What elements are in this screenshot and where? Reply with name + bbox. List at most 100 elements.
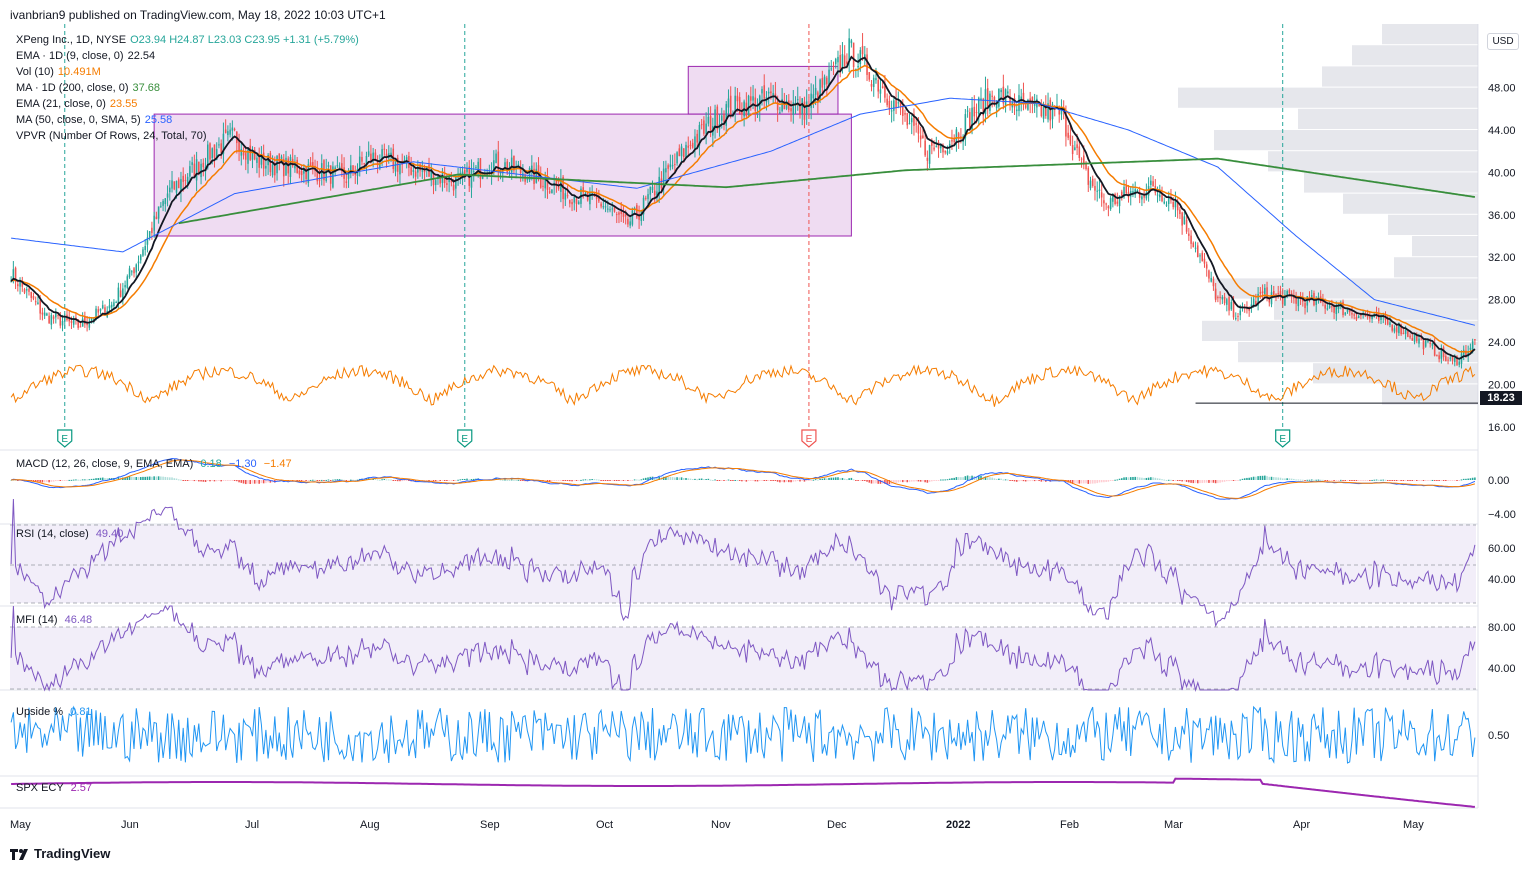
macd-histogram-bar	[830, 477, 833, 480]
macd-histogram-bar	[745, 480, 748, 482]
macd-histogram-bar	[680, 477, 683, 480]
candle-body	[1230, 302, 1233, 310]
candle-body	[995, 102, 998, 109]
macd-histogram-bar	[834, 477, 837, 480]
macd-histogram-bar	[1074, 480, 1076, 484]
macd-histogram-bar	[162, 476, 164, 480]
macd-histogram-bar	[34, 480, 37, 482]
candle-body	[10, 281, 12, 283]
candle-body	[164, 198, 167, 205]
candle-body	[1469, 347, 1472, 350]
candle-body	[1411, 338, 1414, 341]
macd-histogram-bar	[1382, 479, 1385, 481]
macd-tick-label: −4.00	[1488, 509, 1516, 521]
candle-body	[28, 288, 30, 292]
candle-body	[347, 170, 350, 179]
macd-histogram-bar	[566, 480, 569, 481]
macd-histogram-bar	[573, 480, 576, 481]
candle-body	[1138, 191, 1141, 198]
candle-body	[772, 93, 774, 96]
macd-histogram-bar	[1136, 476, 1139, 480]
macd-histogram-bar	[260, 480, 263, 484]
candle-body	[1000, 89, 1002, 93]
macd-histogram-bar	[1020, 480, 1023, 482]
macd-histogram-bar	[1071, 480, 1074, 484]
earnings-marker-label: E	[806, 434, 813, 445]
macd-histogram-bar	[298, 480, 301, 481]
macd-histogram-bar	[821, 478, 824, 480]
candle-body	[781, 98, 783, 112]
candle-body	[25, 289, 28, 291]
candle-body	[1085, 163, 1087, 169]
candle-body	[180, 179, 182, 192]
macd-histogram-bar	[95, 478, 97, 480]
candle-body	[1324, 304, 1326, 309]
candle-body	[1449, 357, 1452, 359]
candle-body	[776, 101, 779, 111]
macd-histogram-bar	[182, 480, 184, 481]
macd-histogram-bar	[828, 477, 830, 480]
candle-body	[964, 114, 967, 139]
price-tick-label: 32.00	[1488, 252, 1516, 264]
macd-histogram-bar	[1045, 480, 1047, 482]
spx-label: SPX ECY	[16, 782, 64, 794]
macd-histogram-bar	[1033, 480, 1036, 482]
macd-histogram-bar	[240, 480, 243, 483]
macd-histogram-bar	[752, 480, 754, 481]
macd-histogram-bar	[1402, 480, 1405, 481]
candle-body	[694, 136, 696, 151]
candle-body	[162, 200, 164, 206]
candle-body	[1340, 303, 1342, 305]
currency-button[interactable]: USD	[1487, 33, 1519, 50]
macd-histogram-bar	[1431, 479, 1434, 481]
macd-histogram-bar	[788, 480, 790, 483]
macd-histogram-bar	[586, 479, 589, 481]
macd-histogram-bar	[908, 480, 911, 483]
price-tick-label: 44.00	[1488, 125, 1516, 137]
macd-histogram-bar	[569, 480, 571, 482]
candle-body	[667, 165, 669, 169]
macd-histogram-bar	[1234, 480, 1237, 481]
vpvr-row	[1412, 236, 1478, 257]
candle-body	[34, 301, 37, 303]
candle-body	[260, 154, 263, 165]
macd-histogram-bar	[229, 480, 231, 481]
macd-histogram-bar	[90, 478, 93, 480]
candle-body	[361, 157, 363, 162]
vpvr-row	[1352, 45, 1478, 66]
macd-histogram-bar	[68, 479, 71, 481]
macd-histogram-bar	[877, 480, 879, 484]
macd-histogram-bar	[372, 478, 374, 480]
macd-histogram-bar	[551, 480, 553, 482]
candle-body	[238, 141, 240, 152]
candle-body	[177, 179, 180, 189]
mfi-band	[10, 627, 1476, 689]
candle-body	[935, 145, 938, 148]
candle-body	[810, 93, 812, 108]
candle-body	[1451, 356, 1454, 361]
macd-histogram-bar	[1429, 480, 1431, 481]
macd-histogram-bar	[1141, 477, 1143, 480]
candle-body	[325, 168, 328, 182]
macd-histogram-bar	[852, 479, 855, 481]
candle-body	[1067, 132, 1069, 138]
macd-histogram-bar	[1199, 480, 1201, 484]
candle-body	[472, 170, 475, 172]
candle-body	[866, 54, 868, 75]
macd-histogram-bar	[698, 478, 701, 480]
macd-line	[10, 457, 1476, 500]
macd-histogram-bar	[1293, 478, 1295, 480]
candle-body	[1074, 147, 1076, 151]
price-tick-label: 48.00	[1488, 83, 1516, 95]
candle-body	[46, 313, 48, 316]
candle-body	[575, 199, 578, 204]
candle-body	[327, 165, 330, 167]
candle-body	[832, 65, 835, 67]
macd-histogram-bar	[799, 480, 801, 482]
macd-histogram-bar	[379, 479, 381, 481]
candle-body	[1089, 180, 1092, 189]
candle-body	[629, 221, 631, 226]
candle-body	[99, 308, 102, 311]
candle-body	[155, 216, 158, 220]
